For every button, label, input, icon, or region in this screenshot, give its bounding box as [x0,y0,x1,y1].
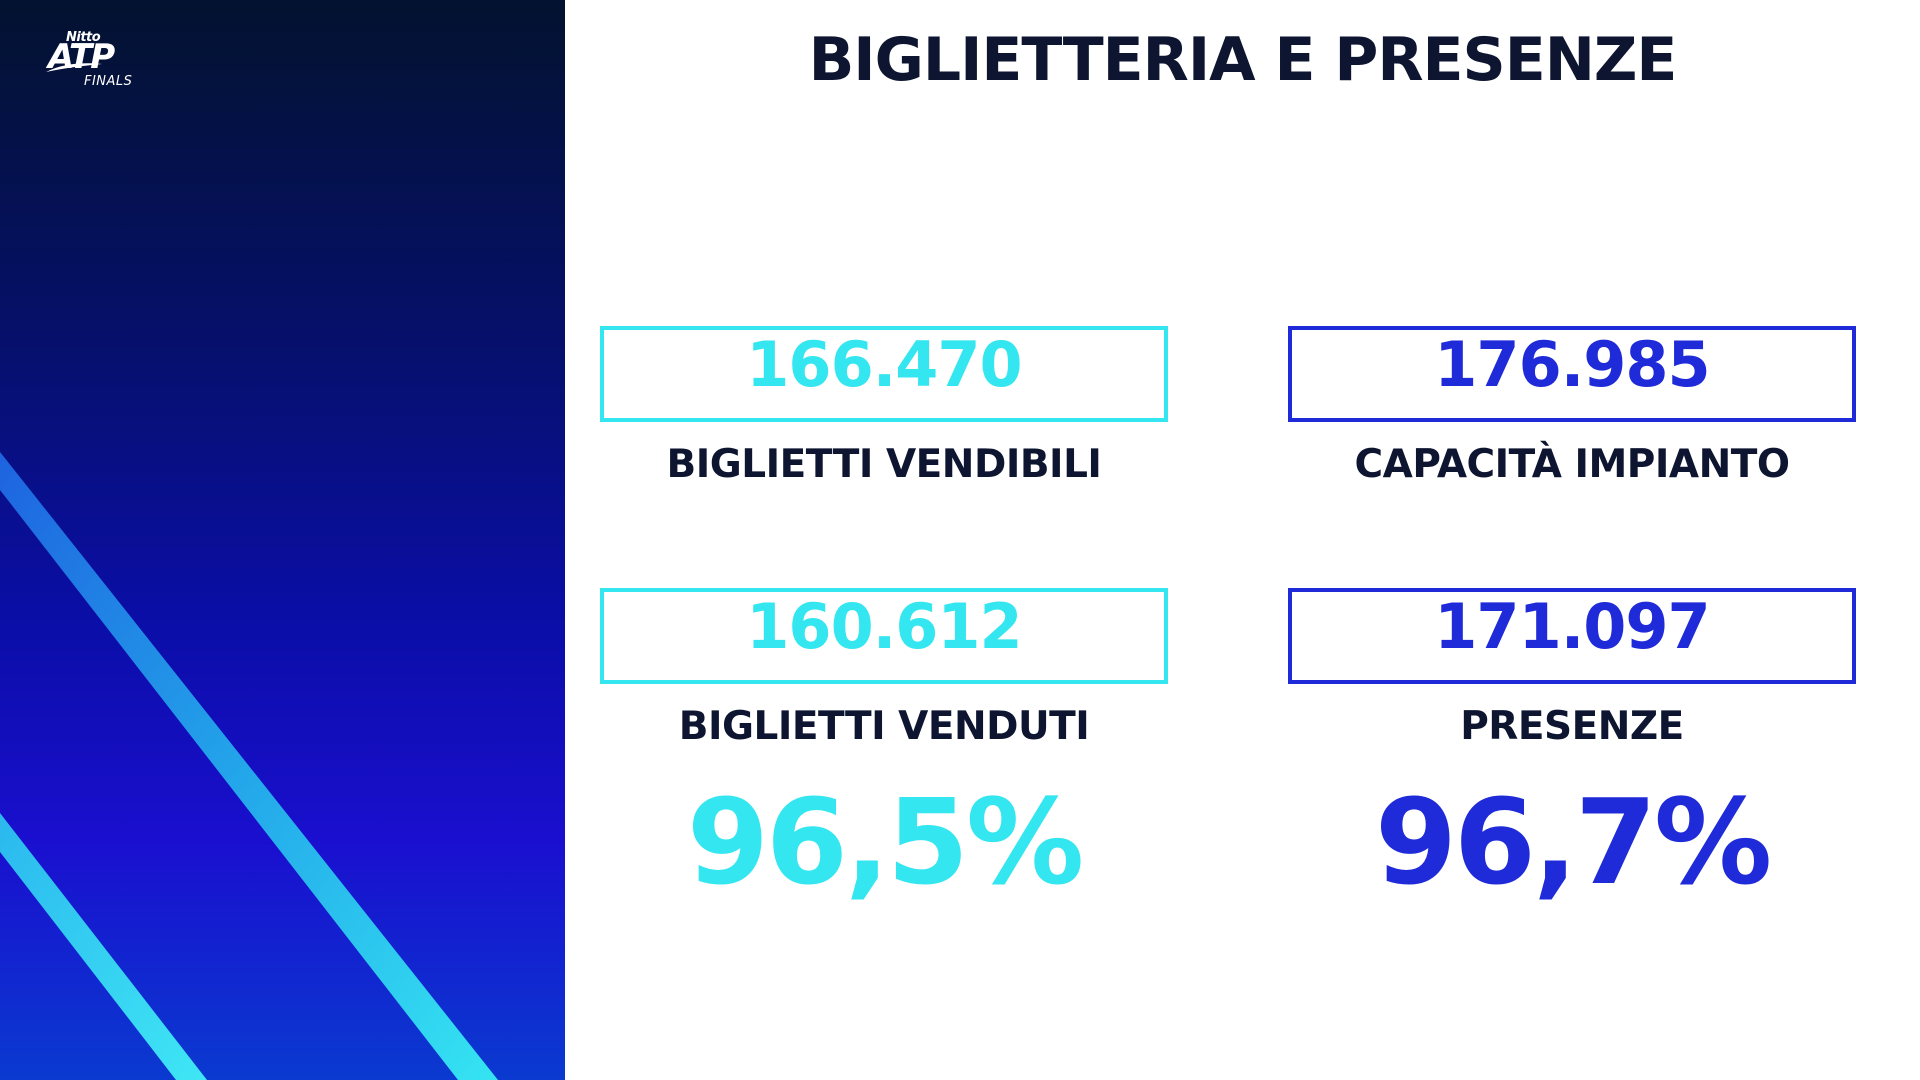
stat-percent-biglietti-venduti: 96,5% [686,773,1084,911]
stat-box-biglietti-vendibili: 166.470 [600,326,1168,422]
stat-box-biglietti-venduti: 160.612 [600,588,1168,684]
logo-swoosh-icon [46,63,102,72]
page-title: BIGLIETTERIA E PRESENZE [808,25,1678,95]
stat-label-presenze: PRESENZE [1460,704,1684,749]
stat-value-biglietti-vendibili: 166.470 [746,328,1022,401]
logo-nitto-text: Nitto [66,30,101,45]
stat-label-biglietti-vendibili: BIGLIETTI VENDIBILI [666,442,1102,487]
stat-box-presenze: 171.097 [1288,588,1856,684]
left-decorative-panel: Nitto ATP FINALS [0,0,565,1080]
stat-box-capacita-impianto: 176.985 [1288,326,1856,422]
stat-value-presenze: 171.097 [1434,590,1710,663]
stat-label-biglietti-venduti: BIGLIETTI VENDUTI [678,704,1090,749]
stat-percent-presenze: 96,7% [1374,773,1772,911]
diagonal-stripes [0,452,498,1080]
stripe-upper [0,452,498,1080]
atp-finals-logo: Nitto ATP FINALS [44,30,154,92]
logo-atp-text: ATP [48,37,115,77]
stat-label-capacita-impianto: CAPACITÀ IMPIANTO [1354,442,1790,487]
stat-value-capacita-impianto: 176.985 [1434,328,1710,401]
stat-value-biglietti-venduti: 160.612 [746,590,1022,663]
logo-finals-text: FINALS [84,74,133,89]
stripe-lower [0,813,207,1080]
